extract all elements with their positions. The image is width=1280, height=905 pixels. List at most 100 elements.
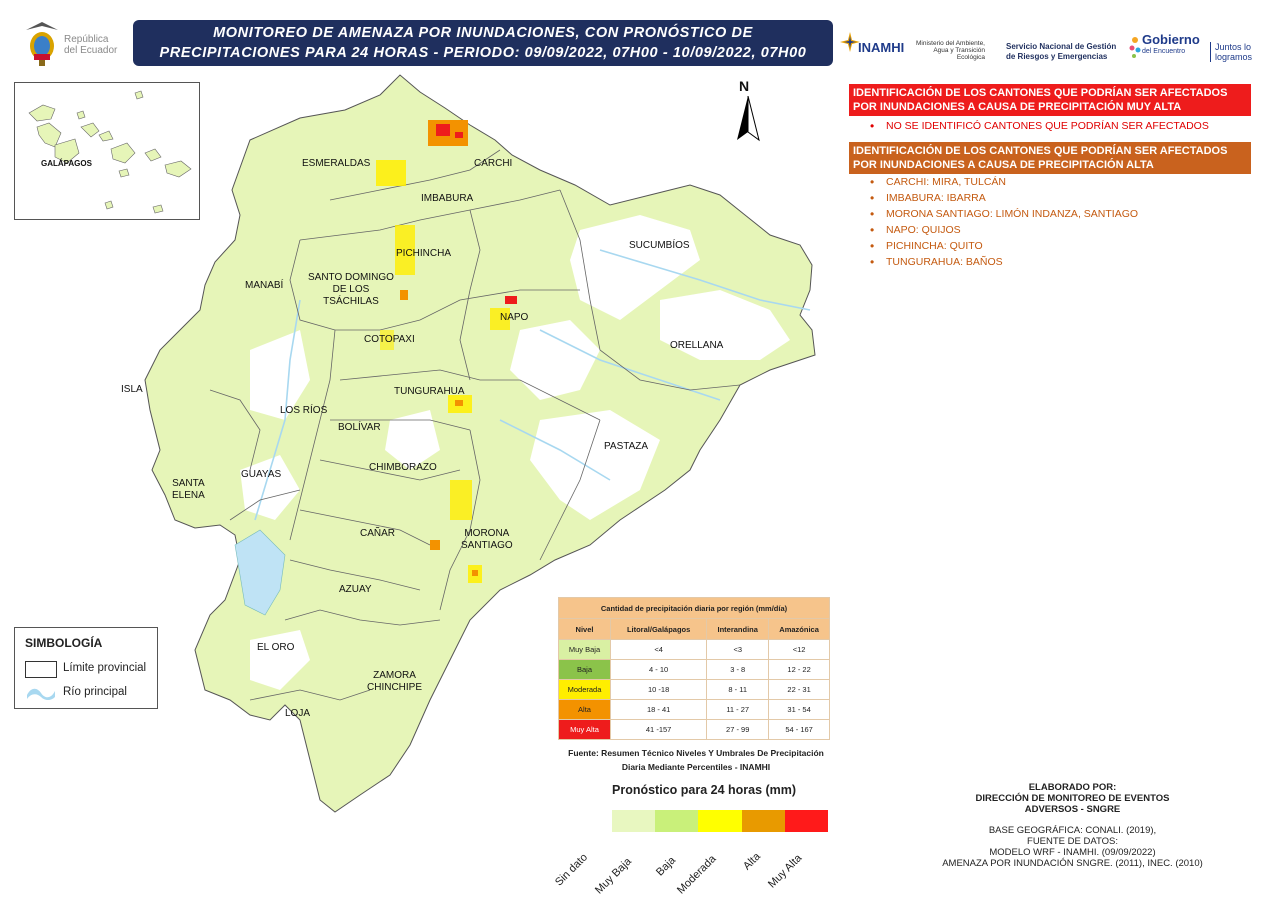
credits-line: ADVERSOS - SNGRE bbox=[1024, 804, 1121, 815]
province-label-guayas: GUAYAS bbox=[241, 469, 282, 480]
ecuador-government-logo: República del Ecuador bbox=[22, 20, 132, 68]
province-label-imbabura: IMBABURA bbox=[421, 193, 474, 204]
list-item: PICHINCHA: QUITO bbox=[868, 238, 1138, 254]
list-item: CARCHI: MIRA, TULCÁN bbox=[868, 174, 1138, 190]
credits-line: FUENTE DE DATOS: bbox=[1027, 836, 1118, 847]
sin-dato-areas bbox=[240, 215, 790, 690]
ministry-text: Ministerio del Ambiente, Agua y Transici… bbox=[915, 40, 985, 61]
province-label-sucumbios: SUCUMBÍOS bbox=[629, 240, 690, 251]
province-label-manabi: MANABÍ bbox=[245, 280, 284, 291]
nivel-cell: Baja bbox=[558, 659, 611, 680]
nivel-cell: Muy Baja bbox=[558, 639, 611, 660]
table-cell: 4 - 10 bbox=[609, 659, 708, 680]
table-caption: Cantidad de precipitación diaria por reg… bbox=[558, 597, 830, 619]
alta-header: IDENTIFICACIÓN DE LOS CANTONES QUE PODRÍ… bbox=[849, 142, 1251, 174]
table-row: Baja 4 - 10 3 - 8 12 - 22 bbox=[558, 659, 830, 680]
gobierno-sun-icon bbox=[1129, 37, 1141, 58]
map-title: MONITOREO DE AMENAZA POR INUNDACIONES, C… bbox=[133, 20, 833, 66]
province-label-azuay: AZUAY bbox=[339, 584, 372, 595]
table-header: Interandina bbox=[706, 618, 770, 640]
nivel-cell: Alta bbox=[558, 699, 611, 720]
credits-line: AMENAZA POR INUNDACIÓN SNGRE. (2011), IN… bbox=[942, 858, 1203, 869]
province-label-zamora: ZAMORA CHINCHIPE bbox=[367, 670, 423, 693]
precipitation-patches bbox=[376, 120, 517, 583]
list-item: NO SE IDENTIFICÓ CANTONES QUE PODRÍAN SE… bbox=[868, 118, 1209, 134]
province-label-pichincha: PICHINCHA bbox=[396, 248, 452, 259]
province-label-napo: NAPO bbox=[500, 312, 529, 323]
river-swatch-icon bbox=[27, 688, 55, 700]
list-item: IMBABURA: IBARRA bbox=[868, 190, 1138, 206]
table-cell: 12 - 22 bbox=[768, 659, 830, 680]
table-cell: <12 bbox=[768, 639, 830, 660]
scale-label: Baja bbox=[654, 854, 679, 879]
table-source: Fuente: Resumen Técnico Niveles Y Umbral… bbox=[568, 748, 824, 772]
north-arrow-icon bbox=[737, 96, 760, 142]
north-arrow: N bbox=[733, 78, 763, 144]
table-cell: 31 - 54 bbox=[768, 699, 830, 720]
scale-label: Moderada bbox=[675, 852, 719, 897]
nivel-cell: Muy Alta bbox=[558, 719, 611, 740]
title-line-1: MONITOREO DE AMENAZA POR INUNDACIONES, C… bbox=[213, 25, 753, 41]
muy-alta-header: IDENTIFICACIÓN DE LOS CANTONES QUE PODRÍ… bbox=[849, 84, 1251, 116]
province-label-santo-domingo: SANTO DOMINGO DE LOS TSÁCHILAS bbox=[308, 272, 394, 307]
gobierno-name: Gobierno bbox=[1142, 32, 1200, 47]
province-label-el-oro: EL ORO bbox=[257, 642, 295, 653]
table-row: Muy Baja <4 <3 <12 bbox=[558, 639, 830, 660]
table-header: Litoral/Galápagos bbox=[609, 618, 708, 640]
province-label-pastaza: PASTAZA bbox=[604, 441, 649, 452]
table-row: Moderada 10 -18 8 - 11 22 - 31 bbox=[558, 679, 830, 700]
province-label-chimborazo: CHIMBORAZO bbox=[369, 462, 437, 473]
credits-line: BASE GEOGRÁFICA: CONALI. (2019), bbox=[988, 825, 1157, 836]
table-cell: 22 - 31 bbox=[768, 679, 830, 700]
province-label-los-rios: LOS RÍOS bbox=[280, 405, 328, 416]
table-cell: 3 - 8 bbox=[706, 659, 770, 680]
province-label-tungurahua: TUNGURAHUA bbox=[394, 386, 465, 397]
limite-provincial-label: Límite provincial bbox=[63, 662, 147, 674]
sngre-logo-text: Servicio Nacional de Gestión de Riesgos … bbox=[1006, 42, 1117, 61]
list-item: MORONA SANTIAGO: LIMÓN INDANZA, SANTIAGO bbox=[868, 206, 1138, 222]
galapagos-inset: GALÁPAGOS bbox=[14, 82, 200, 220]
north-label: N bbox=[739, 78, 750, 94]
ecuador-forecast-map bbox=[144, 74, 816, 813]
table-cell: 8 - 11 bbox=[706, 679, 770, 700]
scale-label: Sin dato bbox=[553, 851, 591, 889]
table-header: Nivel bbox=[558, 618, 611, 640]
province-label-loja: LOJA bbox=[285, 708, 311, 719]
credits-line: DIRECCIÓN DE MONITOREO DE EVENTOS bbox=[975, 793, 1170, 804]
province-label-bolivar: BOLÍVAR bbox=[338, 422, 381, 433]
simbologia-title: SIMBOLOGÍA bbox=[25, 636, 103, 650]
scale-swatch-sin-dato bbox=[612, 810, 656, 832]
forecast-color-scale bbox=[612, 810, 829, 832]
table-header: Amazónica bbox=[768, 618, 830, 640]
galapagos-label: GALÁPAGOS bbox=[41, 159, 92, 168]
scale-label: Alta bbox=[741, 850, 763, 873]
provincial-boundary-swatch bbox=[25, 661, 57, 678]
nivel-cell: Moderada bbox=[558, 679, 611, 700]
table-cell: 11 - 27 bbox=[706, 699, 770, 720]
province-label-orellana: ORELLANA bbox=[670, 340, 724, 351]
province-label-cotopaxi: COTOPAXI bbox=[364, 334, 415, 345]
table-cell: 41 -157 bbox=[609, 719, 708, 740]
scale-swatch-alta bbox=[784, 810, 829, 832]
ecuador-logo-text: República del Ecuador bbox=[64, 34, 118, 56]
credits-block: ELABORADO POR: DIRECCIÓN DE MONITOREO DE… bbox=[900, 782, 1245, 869]
simbologia-legend: SIMBOLOGÍA Límite provincial Río princip… bbox=[14, 627, 158, 709]
forecast-legend-title: Pronóstico para 24 horas (mm) bbox=[612, 783, 797, 797]
scale-swatch-baja bbox=[698, 810, 742, 832]
juntos-text: Juntos lo logramos bbox=[1210, 42, 1263, 62]
list-item: TUNGURAHUA: BAÑOS bbox=[868, 254, 1138, 270]
scale-swatch-moderada bbox=[741, 810, 785, 832]
table-cell: <4 bbox=[609, 639, 708, 660]
inamhi-logo: INAMHI Ministerio del Ambiente, Agua y T… bbox=[840, 26, 1000, 66]
province-label-canar: CAÑAR bbox=[360, 528, 396, 539]
province-boundaries bbox=[209, 149, 741, 701]
scale-label: Muy Alta bbox=[766, 852, 805, 891]
gobierno-sub: del Encuentro bbox=[1142, 48, 1186, 55]
province-label-santa-elena: SANTA ELENA bbox=[172, 478, 205, 501]
inamhi-name: INAMHI bbox=[858, 40, 905, 55]
table-cell: 18 - 41 bbox=[609, 699, 708, 720]
table-cell: 54 - 167 bbox=[768, 719, 830, 740]
credits-line: MODELO WRF - INAMHI. (09/09/2022) bbox=[989, 847, 1156, 858]
gobierno-logo: Gobierno del Encuentro Juntos lo logramo… bbox=[1128, 28, 1268, 68]
precipitation-thresholds-table: Cantidad de precipitación diaria por reg… bbox=[558, 597, 830, 740]
